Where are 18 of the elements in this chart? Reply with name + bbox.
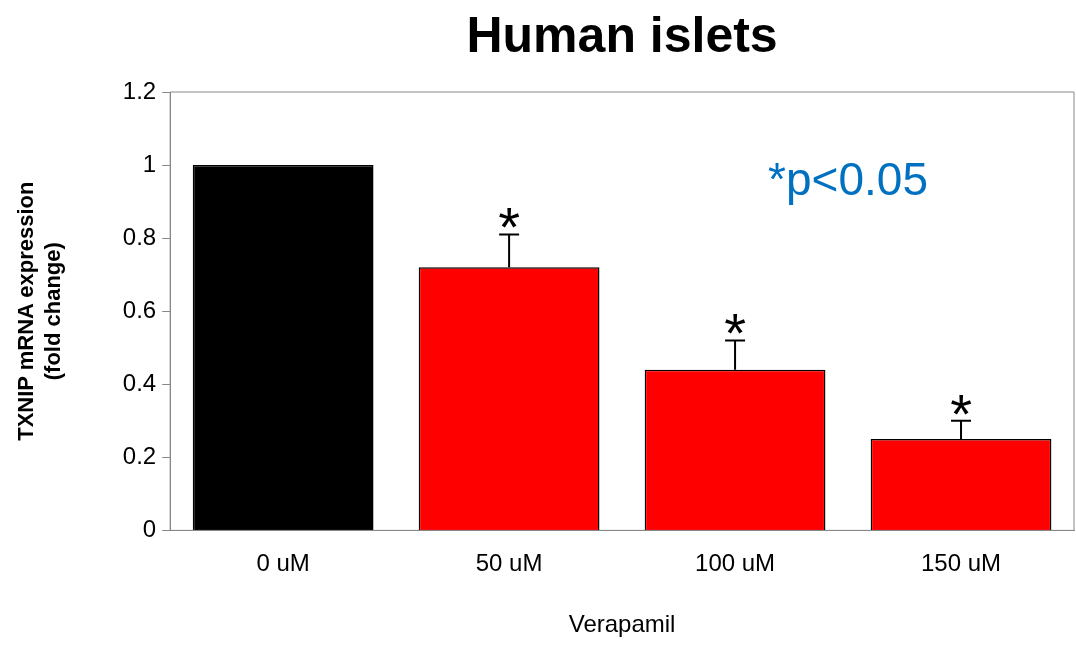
y-tick-label: 0.8 [122, 222, 157, 250]
y-tick-label: 0.6 [122, 295, 157, 323]
annotation: * [724, 301, 746, 365]
y-tick-label: 0.4 [122, 368, 157, 396]
x-tick-label: 50 uM [475, 549, 543, 577]
y-tick-label: 1.2 [122, 76, 157, 104]
chart-title: Human islets [466, 7, 778, 63]
annotation: *p<0.05 [768, 152, 928, 205]
y-tick-label: 0.2 [122, 441, 157, 469]
y-tick-label: 1 [142, 149, 157, 177]
y-axis-title: TXNIP mRNA expression (fold change) [13, 181, 65, 441]
annotation: * [950, 381, 972, 445]
x-tick-label: 100 uM [695, 549, 776, 577]
x-tick-label: 0 uM [256, 549, 310, 577]
annotation: * [498, 195, 520, 259]
x-tick-label: 150 uM [920, 549, 1002, 577]
x-axis-title: Verapamil [568, 610, 676, 638]
y-tick-label: 0 [142, 515, 157, 543]
